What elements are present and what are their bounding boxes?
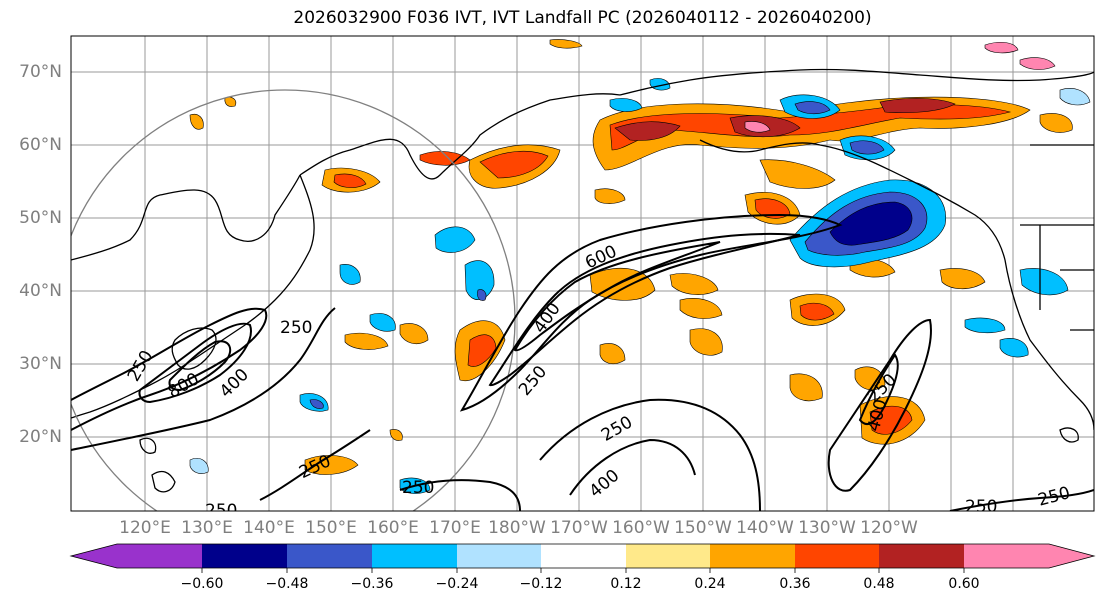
colorbar-tick-label: −0.12 xyxy=(519,576,563,592)
lat-label: 60°N xyxy=(19,135,62,155)
map-frame xyxy=(70,35,1095,512)
colorbar-extend-high xyxy=(1049,544,1094,568)
contour-label: 250 xyxy=(280,318,312,338)
colorbar-tick-label: −0.36 xyxy=(350,576,394,592)
lat-label: 20°N xyxy=(19,427,62,447)
lon-label: 150°E xyxy=(305,518,357,538)
region-circle xyxy=(71,89,516,511)
lon-label: 120°W xyxy=(860,518,918,538)
lon-label: 170°E xyxy=(429,518,481,538)
lon-label: 140°W xyxy=(736,518,794,538)
lon-label: 130°E xyxy=(181,518,233,538)
colorbar-tick-label: 0.24 xyxy=(694,576,726,592)
colorbar-tick-label: 0.48 xyxy=(863,576,895,592)
lon-label: 120°E xyxy=(119,518,171,538)
map-title: 2026032900 F036 IVT, IVT Landfall PC (20… xyxy=(293,8,872,28)
lon-label: 160°W xyxy=(612,518,670,538)
contour-label: 250 xyxy=(402,478,434,498)
contour-label: 250 xyxy=(205,501,237,521)
colorbar-tick-label: 0.60 xyxy=(948,576,980,592)
ivt-contours xyxy=(71,213,1094,511)
lon-label: 170°W xyxy=(550,518,608,538)
lat-label: 40°N xyxy=(19,281,62,301)
lon-label: 140°E xyxy=(243,518,295,538)
colorbar-tick-label: 0.12 xyxy=(610,576,642,592)
coastlines xyxy=(71,68,1094,493)
lon-label: 160°E xyxy=(367,518,419,538)
contour-label: 250 xyxy=(965,497,997,517)
lon-label: 130°W xyxy=(798,518,856,538)
colorbar-extend-low xyxy=(71,544,117,568)
colorbar xyxy=(69,543,1096,573)
lat-label: 30°N xyxy=(19,354,62,374)
colorbar-tick-label: −0.48 xyxy=(265,576,309,592)
lat-label: 70°N xyxy=(19,62,62,82)
colorbar-tick-label: 0.36 xyxy=(779,576,811,592)
lat-label: 50°N xyxy=(19,208,62,228)
lon-label: 150°W xyxy=(674,518,732,538)
lon-label: 180°W xyxy=(488,518,546,538)
colorbar-tick-label: −0.60 xyxy=(180,576,224,592)
colorbar-tick-label: −0.24 xyxy=(435,576,479,592)
negative-anomaly-fields xyxy=(189,78,1091,494)
positive-anomaly-fields xyxy=(189,39,1073,475)
